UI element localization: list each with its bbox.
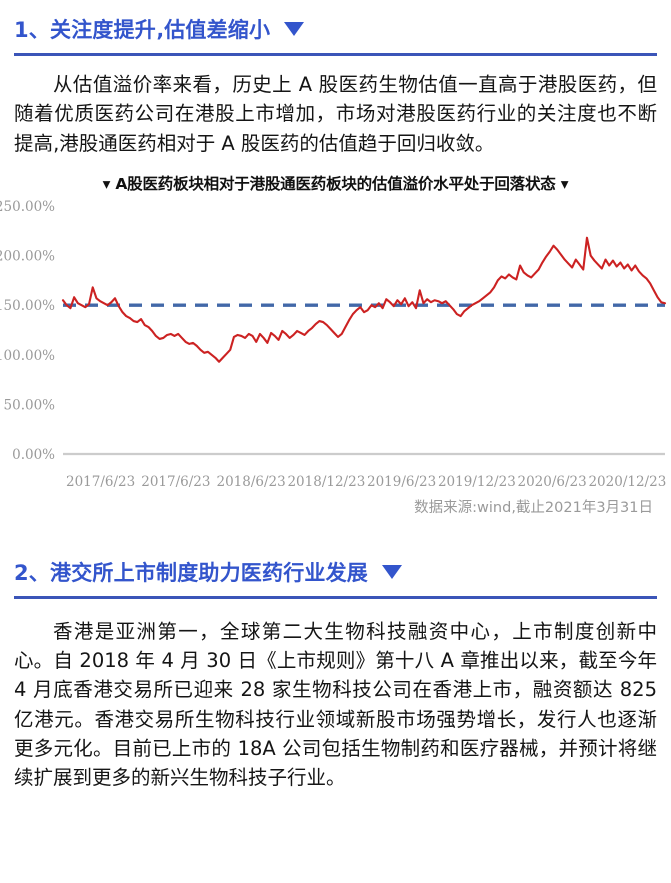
y-axis-tick-label: 0.00% xyxy=(12,447,55,463)
x-axis-tick-label: 2019/6/23 xyxy=(367,474,436,490)
triangle-down-icon xyxy=(382,564,403,579)
x-axis-tick-label: 2019/12/23 xyxy=(438,474,516,490)
section-2-divider xyxy=(14,595,657,599)
y-axis-tick-label: 150.00% xyxy=(0,298,55,314)
x-axis-tick-label: 2017/6/23 xyxy=(141,474,210,490)
chart-source-note: 数据来源:wind‚截止2021年3月31日 xyxy=(414,499,653,516)
section-2-heading: 2、港交所上市制度助力医药行业发展 xyxy=(14,543,657,587)
x-axis-tick-label: 2018/6/23 xyxy=(217,474,286,490)
section-1-paragraph: 从估值溢价率来看，历史上 A 股医药生物估值一直高于港股医药，但随着优质医药公司… xyxy=(14,73,657,155)
y-axis-tick-label: 200.00% xyxy=(0,248,55,264)
section-1-heading: 1、关注度提升‚估值差缩小 xyxy=(14,0,657,44)
y-axis-tick-label: 50.00% xyxy=(4,397,56,413)
section-2-block: 2、港交所上市制度助力医药行业发展 香港是亚洲第一，全球第二大生物科技融资中心，… xyxy=(14,543,657,793)
x-axis-tick-label: 2017/6/23 xyxy=(66,474,135,490)
x-axis-tick-label: 2020/12/23 xyxy=(588,474,666,490)
section-2-paragraph: 香港是亚洲第一，全球第二大生物科技融资中心，上市制度创新中心。自 2018 年 … xyxy=(14,619,657,789)
chart-caption: ▾ A股医药板块相对于港股通医药板块的估值溢价水平处于回落状态 ▾ xyxy=(102,174,569,193)
chart-svg: 0.00% 50.00% 100.00% 150.00% 200.00% 250.00% 2… xyxy=(0,199,667,490)
y-axis-tick-label: 250.00% xyxy=(0,199,55,215)
valuation-premium-chart: 0.00% 50.00% 100.00% 150.00% 200.00% 250.00% 2… xyxy=(0,194,671,494)
x-axis-tick-label: 2018/12/23 xyxy=(287,474,365,490)
chart-series-line-0 xyxy=(61,236,667,363)
section-1-divider xyxy=(14,53,657,56)
y-axis-tick-label: 100.00% xyxy=(0,348,55,364)
section-2-title: 2、港交所上市制度助力医药行业发展 xyxy=(14,560,369,585)
section-1-title: 1、关注度提升‚估值差缩小 xyxy=(14,18,271,42)
x-axis-tick-label: 2020/6/23 xyxy=(518,474,587,490)
triangle-down-icon xyxy=(284,22,305,36)
